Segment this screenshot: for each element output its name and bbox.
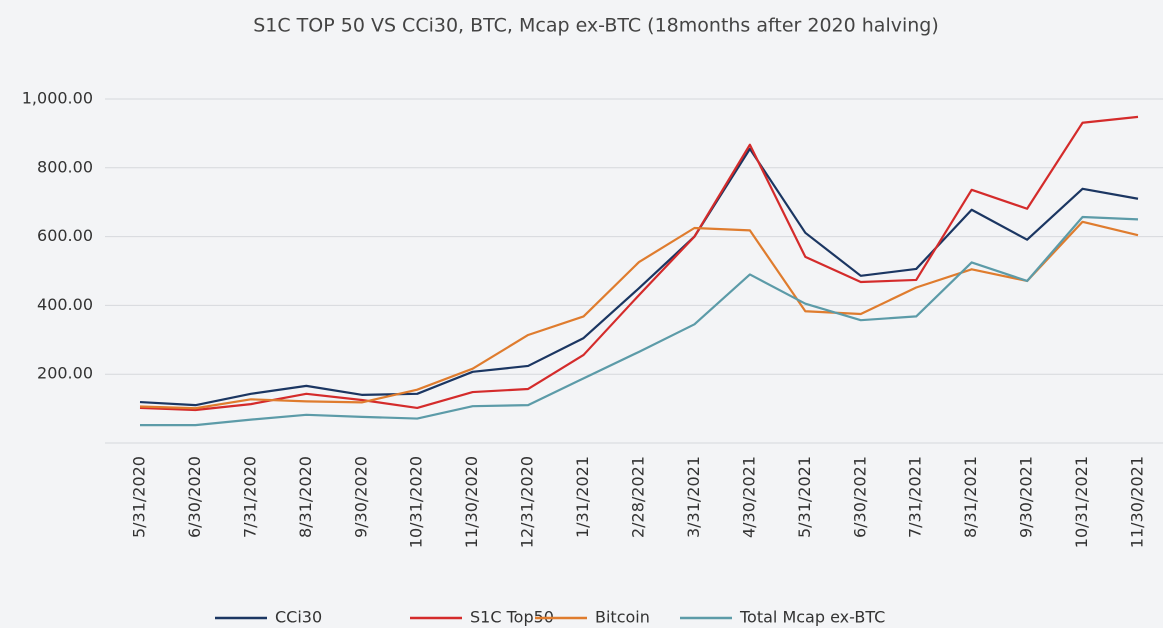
x-tick-label: 3/31/2021 <box>684 456 703 538</box>
x-tick-label: 10/31/2020 <box>407 456 426 548</box>
x-tick-label: 8/31/2020 <box>296 456 315 538</box>
legend-label: Total Mcap ex-BTC <box>739 608 885 627</box>
x-tick-label: 9/30/2020 <box>351 456 370 538</box>
x-tick-label: 7/31/2020 <box>240 456 259 538</box>
series-line <box>139 147 1139 407</box>
chart-title: S1C TOP 50 VS CCi30, BTC, Mcap ex-BTC (1… <box>253 15 939 37</box>
series-line <box>140 215 1139 427</box>
series-line <box>139 220 1139 410</box>
x-tick-label: 6/30/2020 <box>185 456 204 538</box>
x-tick-label: 11/30/2020 <box>462 456 481 548</box>
x-tick-label: 7/31/2021 <box>906 456 925 538</box>
y-tick-label: 200.00 <box>37 364 93 383</box>
x-tick-label: 1/31/2021 <box>573 456 592 538</box>
y-tick-label: 800.00 <box>37 157 93 176</box>
x-tick-label: 5/31/2020 <box>130 456 149 538</box>
x-tick-label: 4/30/2021 <box>739 456 758 538</box>
x-tick-label: 2/28/2021 <box>629 456 648 538</box>
x-tick-label: 6/30/2021 <box>850 456 869 538</box>
x-tick-label: 11/30/2021 <box>1128 456 1147 548</box>
series-line <box>139 115 1139 412</box>
x-tick-label: 9/30/2021 <box>1017 456 1036 538</box>
x-tick-label: 8/31/2021 <box>961 456 980 538</box>
y-tick-label: 1,000.00 <box>22 89 93 108</box>
x-tick-label: 12/31/2020 <box>518 456 537 548</box>
y-tick-label: 600.00 <box>37 226 93 245</box>
x-tick-label: 10/31/2021 <box>1072 456 1091 548</box>
x-tick-label: 5/31/2021 <box>795 456 814 538</box>
y-tick-label: 400.00 <box>37 295 93 314</box>
legend-label: CCi30 <box>275 608 322 627</box>
legend-label: S1C Top50 <box>470 608 554 627</box>
legend-label: Bitcoin <box>595 608 650 627</box>
